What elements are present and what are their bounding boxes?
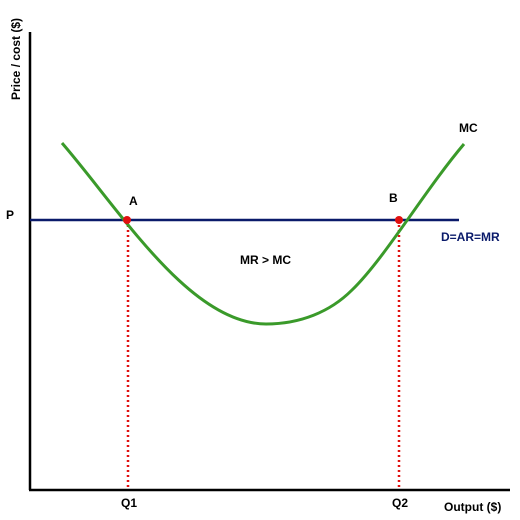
mc-curve (60, 142, 466, 326)
y-tick-p: P (6, 208, 14, 222)
annotation-mr-gt-mc: MR > MC (240, 253, 291, 267)
y-axis-label: Price / cost ($) (9, 18, 23, 100)
point-a (123, 216, 131, 224)
x-tick-q1: Q1 (121, 496, 137, 510)
point-b (395, 216, 403, 224)
demand-label: D=AR=MR (441, 230, 500, 244)
point-b-label: B (389, 191, 398, 205)
mc-label: MC (459, 121, 478, 135)
x-axis-label: Output ($) (444, 500, 501, 514)
point-a-label: A (129, 194, 138, 208)
x-tick-q2: Q2 (392, 496, 408, 510)
